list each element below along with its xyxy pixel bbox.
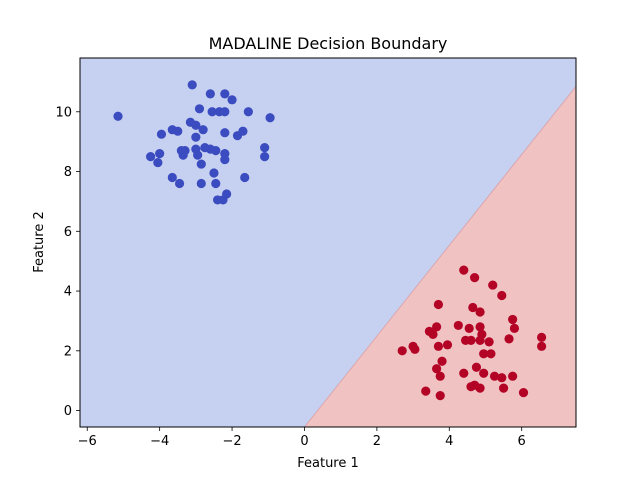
- scatter-point-class0-39: [174, 178, 185, 189]
- y-tick-label: 2: [64, 344, 72, 359]
- scatter-point-class0-37: [209, 168, 219, 178]
- scatter-point-class1-4: [433, 299, 444, 310]
- x-tick-label: 6: [518, 434, 526, 449]
- scatter-point-class0-3: [220, 89, 230, 99]
- y-axis-label: Feature 2: [32, 211, 47, 273]
- scatter-point-class0-34: [196, 159, 206, 169]
- x-axis-label: Feature 1: [297, 456, 359, 471]
- scatter-point-class1-20: [484, 337, 494, 347]
- scatter-point-class0-8: [220, 107, 230, 117]
- y-tick-label: 6: [64, 225, 72, 240]
- y-tick-label: 10: [55, 105, 72, 120]
- scatter-point-class0-0: [113, 111, 123, 121]
- scatter-point-class1-33: [479, 368, 489, 378]
- scatter-point-class0-45: [218, 195, 228, 205]
- scatter-point-class0-4: [227, 95, 237, 105]
- scatter-point-class0-18: [156, 129, 167, 139]
- scatter-point-class1-35: [435, 371, 445, 381]
- scatter-point-class1-44: [518, 388, 529, 398]
- scatter-point-class0-6: [207, 107, 217, 117]
- y-tick-label: 4: [64, 285, 72, 300]
- decision-boundary-line: [304, 86, 577, 428]
- scatter-point-class1-42: [498, 383, 509, 393]
- scatter-point-class0-5: [194, 104, 205, 114]
- x-axis-ticks: −6 −4 −2 0 2 4 6: [78, 427, 526, 449]
- scatter-point-class1-40: [466, 382, 476, 392]
- scatter-point-class1-7: [508, 314, 518, 325]
- scatter-point-class1-30: [437, 356, 447, 366]
- scatter-point-class0-31: [155, 149, 165, 159]
- scatter-point-class0-29: [193, 150, 203, 160]
- scatter-point-class1-6: [475, 307, 485, 317]
- scatter-point-class1-45: [435, 391, 445, 401]
- scatter-point-class1-43: [421, 386, 431, 396]
- scatter-point-class1-26: [397, 346, 407, 356]
- scatter-point-class1-12: [464, 323, 474, 334]
- scatter-point-class1-2: [488, 280, 498, 290]
- plot-area: [79, 57, 577, 428]
- scatter-point-class0-2: [205, 89, 215, 99]
- scatter-point-class1-24: [433, 341, 444, 351]
- scatter-point-class1-11: [432, 322, 442, 332]
- x-tick-label: 2: [373, 434, 381, 449]
- scatter-point-class1-8: [453, 320, 463, 331]
- x-tick-label: −6: [78, 434, 97, 449]
- scatter-point-class1-34: [459, 368, 469, 378]
- x-tick-label: −4: [150, 434, 169, 449]
- y-tick-label: 0: [64, 404, 72, 419]
- scatter-point-class0-1: [187, 80, 197, 90]
- scatter-point-class1-14: [428, 329, 438, 339]
- scatter-point-class0-40: [196, 178, 206, 189]
- scatter-point-class1-5: [468, 302, 478, 313]
- y-axis-ticks: 0 2 4 6 8 10: [55, 105, 80, 419]
- scatter-point-class1-37: [497, 373, 507, 383]
- scatter-point-class1-41: [475, 383, 485, 393]
- plot-frame: [79, 57, 577, 428]
- y-tick-label: 8: [64, 165, 72, 180]
- scatter-point-class0-19: [191, 120, 201, 130]
- scatter-point-class1-28: [486, 349, 496, 359]
- scatter-point-class0-42: [240, 172, 250, 183]
- scatter-point-class0-38: [167, 172, 177, 183]
- scatter-point-class1-0: [459, 265, 469, 275]
- scatter-point-class0-25: [211, 146, 221, 156]
- scatter-points: [113, 80, 547, 401]
- scatter-point-class0-13: [173, 126, 183, 136]
- scatter-point-class1-25: [410, 344, 420, 354]
- scatter-point-class0-14: [198, 125, 208, 135]
- scatter-point-class0-9: [243, 107, 253, 117]
- x-tick-label: 4: [445, 434, 453, 449]
- scatter-point-class1-9: [475, 322, 485, 332]
- scatter-point-class1-31: [471, 362, 482, 372]
- scatter-point-class1-3: [497, 290, 507, 301]
- scatter-point-class0-36: [260, 151, 270, 162]
- scatter-point-class1-29: [537, 341, 547, 351]
- scatter-point-class1-36: [489, 371, 500, 381]
- scatter-point-class0-41: [211, 178, 221, 189]
- scatter-point-class1-18: [466, 335, 476, 345]
- scatter-point-class1-10: [509, 323, 520, 334]
- chart-title: MADALINE Decision Boundary: [209, 34, 448, 53]
- scatter-point-class0-33: [220, 154, 230, 165]
- scatter-point-class0-32: [153, 157, 163, 168]
- scatter-point-class1-19: [475, 335, 485, 345]
- scatter-point-class0-35: [260, 143, 270, 153]
- scatter-point-class0-30: [145, 151, 156, 162]
- scatter-point-class0-17: [232, 131, 243, 141]
- scatter-point-class1-22: [442, 340, 453, 350]
- scatter-point-class0-15: [220, 128, 230, 138]
- scatter-point-class1-16: [537, 332, 547, 342]
- scatter-point-class0-28: [178, 150, 188, 160]
- scatter-point-class1-38: [508, 371, 518, 381]
- scatter-point-class0-10: [265, 113, 275, 123]
- scatter-point-class0-20: [191, 132, 201, 142]
- x-tick-label: 0: [300, 434, 308, 449]
- scatter-point-class1-1: [470, 273, 480, 283]
- scatter-point-class1-27: [479, 349, 489, 359]
- x-tick-label: −2: [222, 434, 241, 449]
- scatter-point-class1-32: [432, 364, 442, 374]
- scatter-point-class1-21: [504, 334, 514, 344]
